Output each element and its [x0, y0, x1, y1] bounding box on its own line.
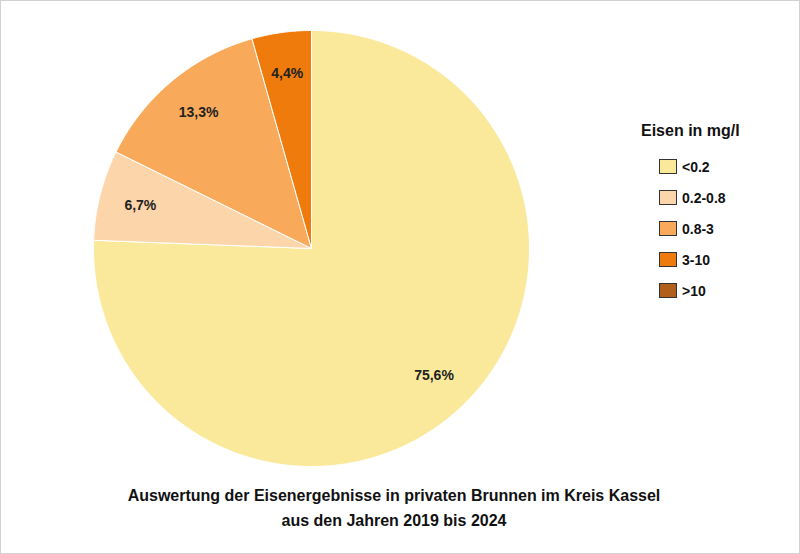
- html-text:0.8-3: 0.8-3: [682, 220, 714, 237]
- html-text:Eisen in mg/l: Eisen in mg/l: [641, 122, 740, 139]
- svg-text:6,7%: 6,7%: [124, 197, 156, 213]
- svg-text:75,6%: 75,6%: [414, 367, 454, 383]
- html-text:0.2-0.8: 0.2-0.8: [682, 189, 726, 206]
- html-text:>10: >10: [682, 282, 706, 299]
- html-text:<0.2: <0.2: [682, 158, 710, 175]
- svg-text:13,3%: 13,3%: [179, 104, 219, 120]
- html-text:Auswertung der Eisenergebnisse: Auswertung der Eisenergebnisse in privat…: [127, 487, 661, 529]
- svg-text:4,4%: 4,4%: [271, 65, 303, 81]
- html-text:3-10: 3-10: [682, 251, 710, 268]
